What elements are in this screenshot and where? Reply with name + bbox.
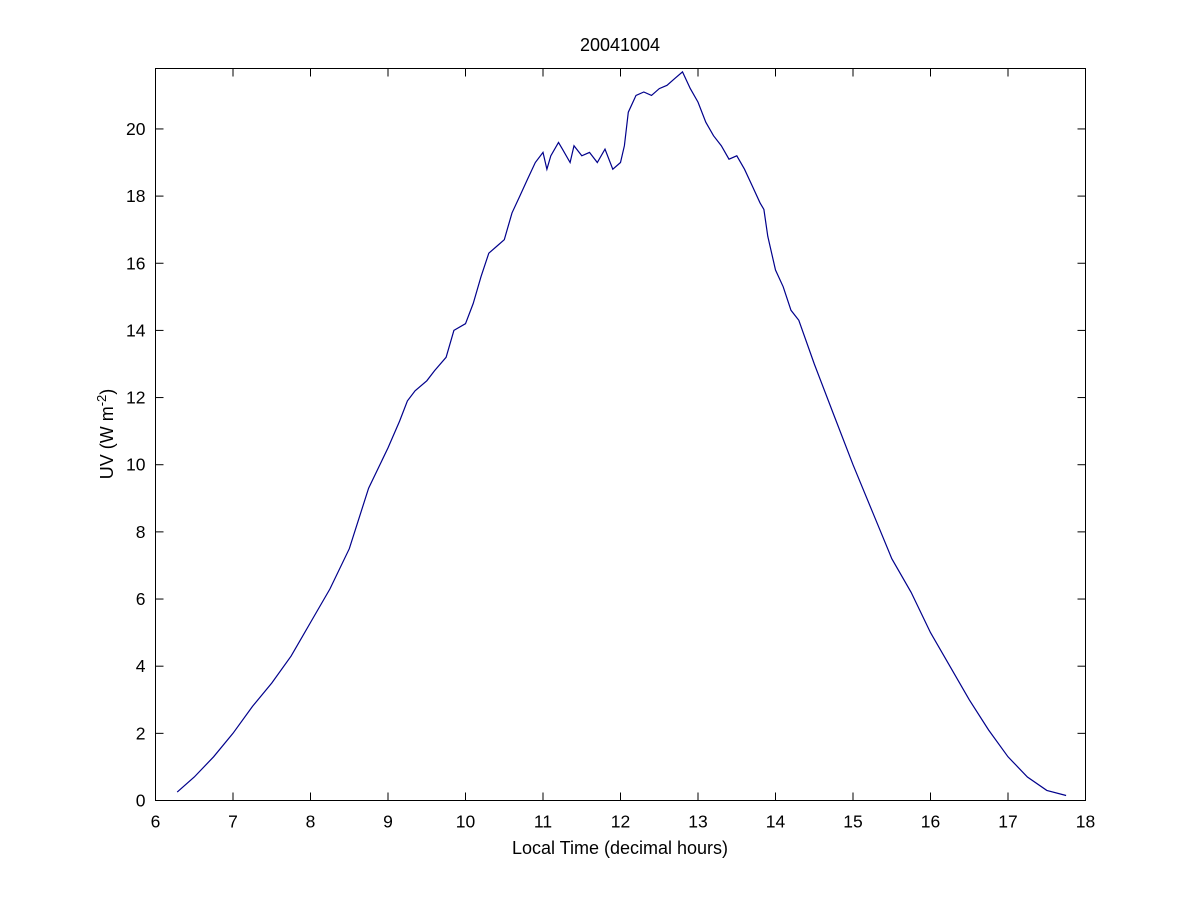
x-tick-label: 17 — [998, 812, 1017, 832]
y-axis-label: UV (W m-2) — [94, 389, 117, 480]
y-tick-label: 12 — [126, 388, 145, 408]
y-tick-labels: 0 2 4 6 8 10 12 14 16 18 20 — [126, 119, 146, 811]
x-tick-label: 10 — [456, 812, 476, 832]
y-tick-label: 2 — [136, 723, 146, 743]
y-axis-label-superscript: -2 — [94, 395, 109, 407]
x-tick-label: 6 — [151, 812, 161, 832]
y-tick-label: 10 — [126, 455, 146, 475]
x-tick-label: 12 — [611, 812, 630, 832]
x-tick-label: 14 — [766, 812, 786, 832]
y-tick-label: 18 — [126, 186, 145, 206]
chart-title: 20041004 — [580, 35, 660, 55]
axis-ticks — [155, 68, 1086, 801]
x-tick-label: 18 — [1076, 812, 1095, 832]
x-tick-label: 7 — [228, 812, 238, 832]
x-tick-label: 15 — [843, 812, 862, 832]
x-axis-label: Local Time (decimal hours) — [512, 838, 728, 858]
y-axis-label-suffix: ) — [97, 389, 117, 395]
x-tick-label: 11 — [534, 812, 552, 832]
x-tick-label: 16 — [921, 812, 940, 832]
y-axis-label-prefix: UV (W m — [97, 406, 117, 479]
y-tick-label: 14 — [126, 320, 146, 340]
y-tick-label: 8 — [136, 522, 146, 542]
x-tick-label: 13 — [688, 812, 707, 832]
y-tick-label: 6 — [136, 589, 146, 609]
x-tick-label: 8 — [306, 812, 316, 832]
y-tick-label: 4 — [136, 656, 146, 676]
y-tick-label: 16 — [126, 253, 145, 273]
y-tick-label: 0 — [136, 791, 146, 811]
y-tick-label: 20 — [126, 119, 146, 139]
plot-area-frame — [155, 68, 1086, 801]
x-tick-label: 9 — [383, 812, 393, 832]
x-tick-labels: 6 7 8 9 10 11 12 13 14 15 16 17 18 — [151, 812, 1096, 832]
uv-series-line — [176, 70, 1067, 797]
